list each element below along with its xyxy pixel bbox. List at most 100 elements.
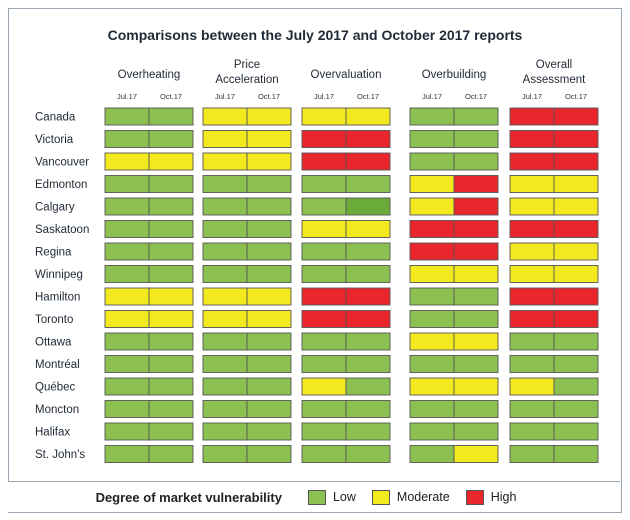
cell-ottawa-4 <box>301 332 347 351</box>
cell-vancouver-3 <box>246 152 292 171</box>
cell-regina-6 <box>409 242 455 261</box>
cell-halifax-6 <box>409 422 455 441</box>
cell-regina-5 <box>345 242 391 261</box>
cell-victoria-5 <box>345 130 391 148</box>
cell-calgary-2 <box>202 197 248 216</box>
cell-ottawa-8 <box>509 332 555 351</box>
row-label-calgary: Calgary <box>35 202 75 214</box>
cell-regina-8 <box>509 242 555 261</box>
cell-moncton-8 <box>509 400 555 418</box>
cell-victoria-3 <box>246 130 292 148</box>
cell-edmonton-2 <box>202 175 248 193</box>
legend-swatch-moderate <box>371 489 390 505</box>
cell-edmonton-3 <box>246 175 292 193</box>
cell-saskatoon-0 <box>104 220 150 238</box>
cell-qu-bec-9 <box>553 377 599 396</box>
cell-vancouver-5 <box>345 152 391 171</box>
row-label-montr-al: Montréal <box>35 359 80 371</box>
legend-title: Degree of market vulnerability <box>95 489 282 505</box>
cell-saskatoon-1 <box>148 220 194 238</box>
cell-moncton-6 <box>409 400 455 418</box>
cell-ottawa-5 <box>345 332 391 351</box>
cell-halifax-9 <box>553 422 599 441</box>
cell-qu-bec-3 <box>246 377 292 396</box>
cell-moncton-3 <box>246 400 292 418</box>
cell-winnipeg-1 <box>148 265 194 283</box>
row-label-halifax: Halifax <box>35 427 70 439</box>
cell-victoria-1 <box>148 130 194 148</box>
cell-canada-8 <box>509 107 555 126</box>
legend-label-low: Low <box>332 490 356 504</box>
cell-hamilton-0 <box>104 287 150 306</box>
cell-moncton-9 <box>553 400 599 418</box>
row-label-st-john-s: St. John's <box>35 449 85 461</box>
row-label-winnipeg: Winnipeg <box>35 269 83 281</box>
cell-edmonton-8 <box>509 175 555 193</box>
cell-hamilton-2 <box>202 287 248 306</box>
cell-victoria-2 <box>202 130 248 148</box>
cell-hamilton-7 <box>453 287 499 306</box>
cell-toronto-7 <box>453 310 499 328</box>
cell-moncton-7 <box>453 400 499 418</box>
cell-saskatoon-2 <box>202 220 248 238</box>
cell-canada-4 <box>301 107 347 126</box>
cell-saskatoon-5 <box>345 220 391 238</box>
cell-st-john-s-6 <box>409 445 455 463</box>
cell-vancouver-0 <box>104 152 150 171</box>
cell-victoria-6 <box>409 130 455 148</box>
period-label-overheating-0: Jul.17 <box>117 92 137 101</box>
cell-st-john-s-3 <box>246 445 292 463</box>
cell-winnipeg-3 <box>246 265 292 283</box>
cell-montr-al-8 <box>509 355 555 373</box>
cell-hamilton-3 <box>246 287 292 306</box>
cell-ottawa-9 <box>553 332 599 351</box>
cell-canada-9 <box>553 107 599 126</box>
cell-hamilton-4 <box>301 287 347 306</box>
group-header-overbuilding: Overbuilding <box>422 69 487 81</box>
cell-qu-bec-2 <box>202 377 248 396</box>
row-label-qu-bec: Québec <box>35 382 76 394</box>
cell-regina-7 <box>453 242 499 261</box>
cell-toronto-0 <box>104 310 150 328</box>
cell-montr-al-7 <box>453 355 499 373</box>
cell-edmonton-1 <box>148 175 194 193</box>
cell-calgary-7 <box>453 197 499 216</box>
period-label-price-0: Jul.17 <box>215 92 235 101</box>
group-header-overall: Overall <box>536 59 572 71</box>
cell-montr-al-4 <box>301 355 347 373</box>
cell-vancouver-8 <box>509 152 555 171</box>
legend-item-moderate: Moderate <box>371 489 450 505</box>
cell-st-john-s-2 <box>202 445 248 463</box>
cell-regina-0 <box>104 242 150 261</box>
cell-victoria-7 <box>453 130 499 148</box>
cell-halifax-2 <box>202 422 248 441</box>
group-header-price: Price <box>234 59 260 71</box>
row-label-canada: Canada <box>35 112 76 124</box>
cell-regina-9 <box>553 242 599 261</box>
cell-toronto-2 <box>202 310 248 328</box>
cell-edmonton-7 <box>453 175 499 193</box>
cell-montr-al-5 <box>345 355 391 373</box>
cell-calgary-1 <box>148 197 194 216</box>
period-label-overvaluation-1: Oct.17 <box>357 92 379 101</box>
cell-regina-1 <box>148 242 194 261</box>
cell-vancouver-2 <box>202 152 248 171</box>
period-label-overall-0: Jul.17 <box>522 92 542 101</box>
cell-moncton-0 <box>104 400 150 418</box>
cell-st-john-s-0 <box>104 445 150 463</box>
cell-toronto-9 <box>553 310 599 328</box>
cell-saskatoon-7 <box>453 220 499 238</box>
period-label-price-1: Oct.17 <box>258 92 280 101</box>
cell-regina-2 <box>202 242 248 261</box>
row-label-edmonton: Edmonton <box>35 179 87 191</box>
legend-swatch-high <box>465 489 484 505</box>
cell-st-john-s-5 <box>345 445 391 463</box>
cell-winnipeg-8 <box>509 265 555 283</box>
cell-victoria-9 <box>553 130 599 148</box>
period-label-overall-1: Oct.17 <box>565 92 587 101</box>
cell-canada-2 <box>202 107 248 126</box>
cell-hamilton-5 <box>345 287 391 306</box>
cell-winnipeg-0 <box>104 265 150 283</box>
cell-moncton-1 <box>148 400 194 418</box>
group-header-price-line2: Acceleration <box>215 74 278 86</box>
